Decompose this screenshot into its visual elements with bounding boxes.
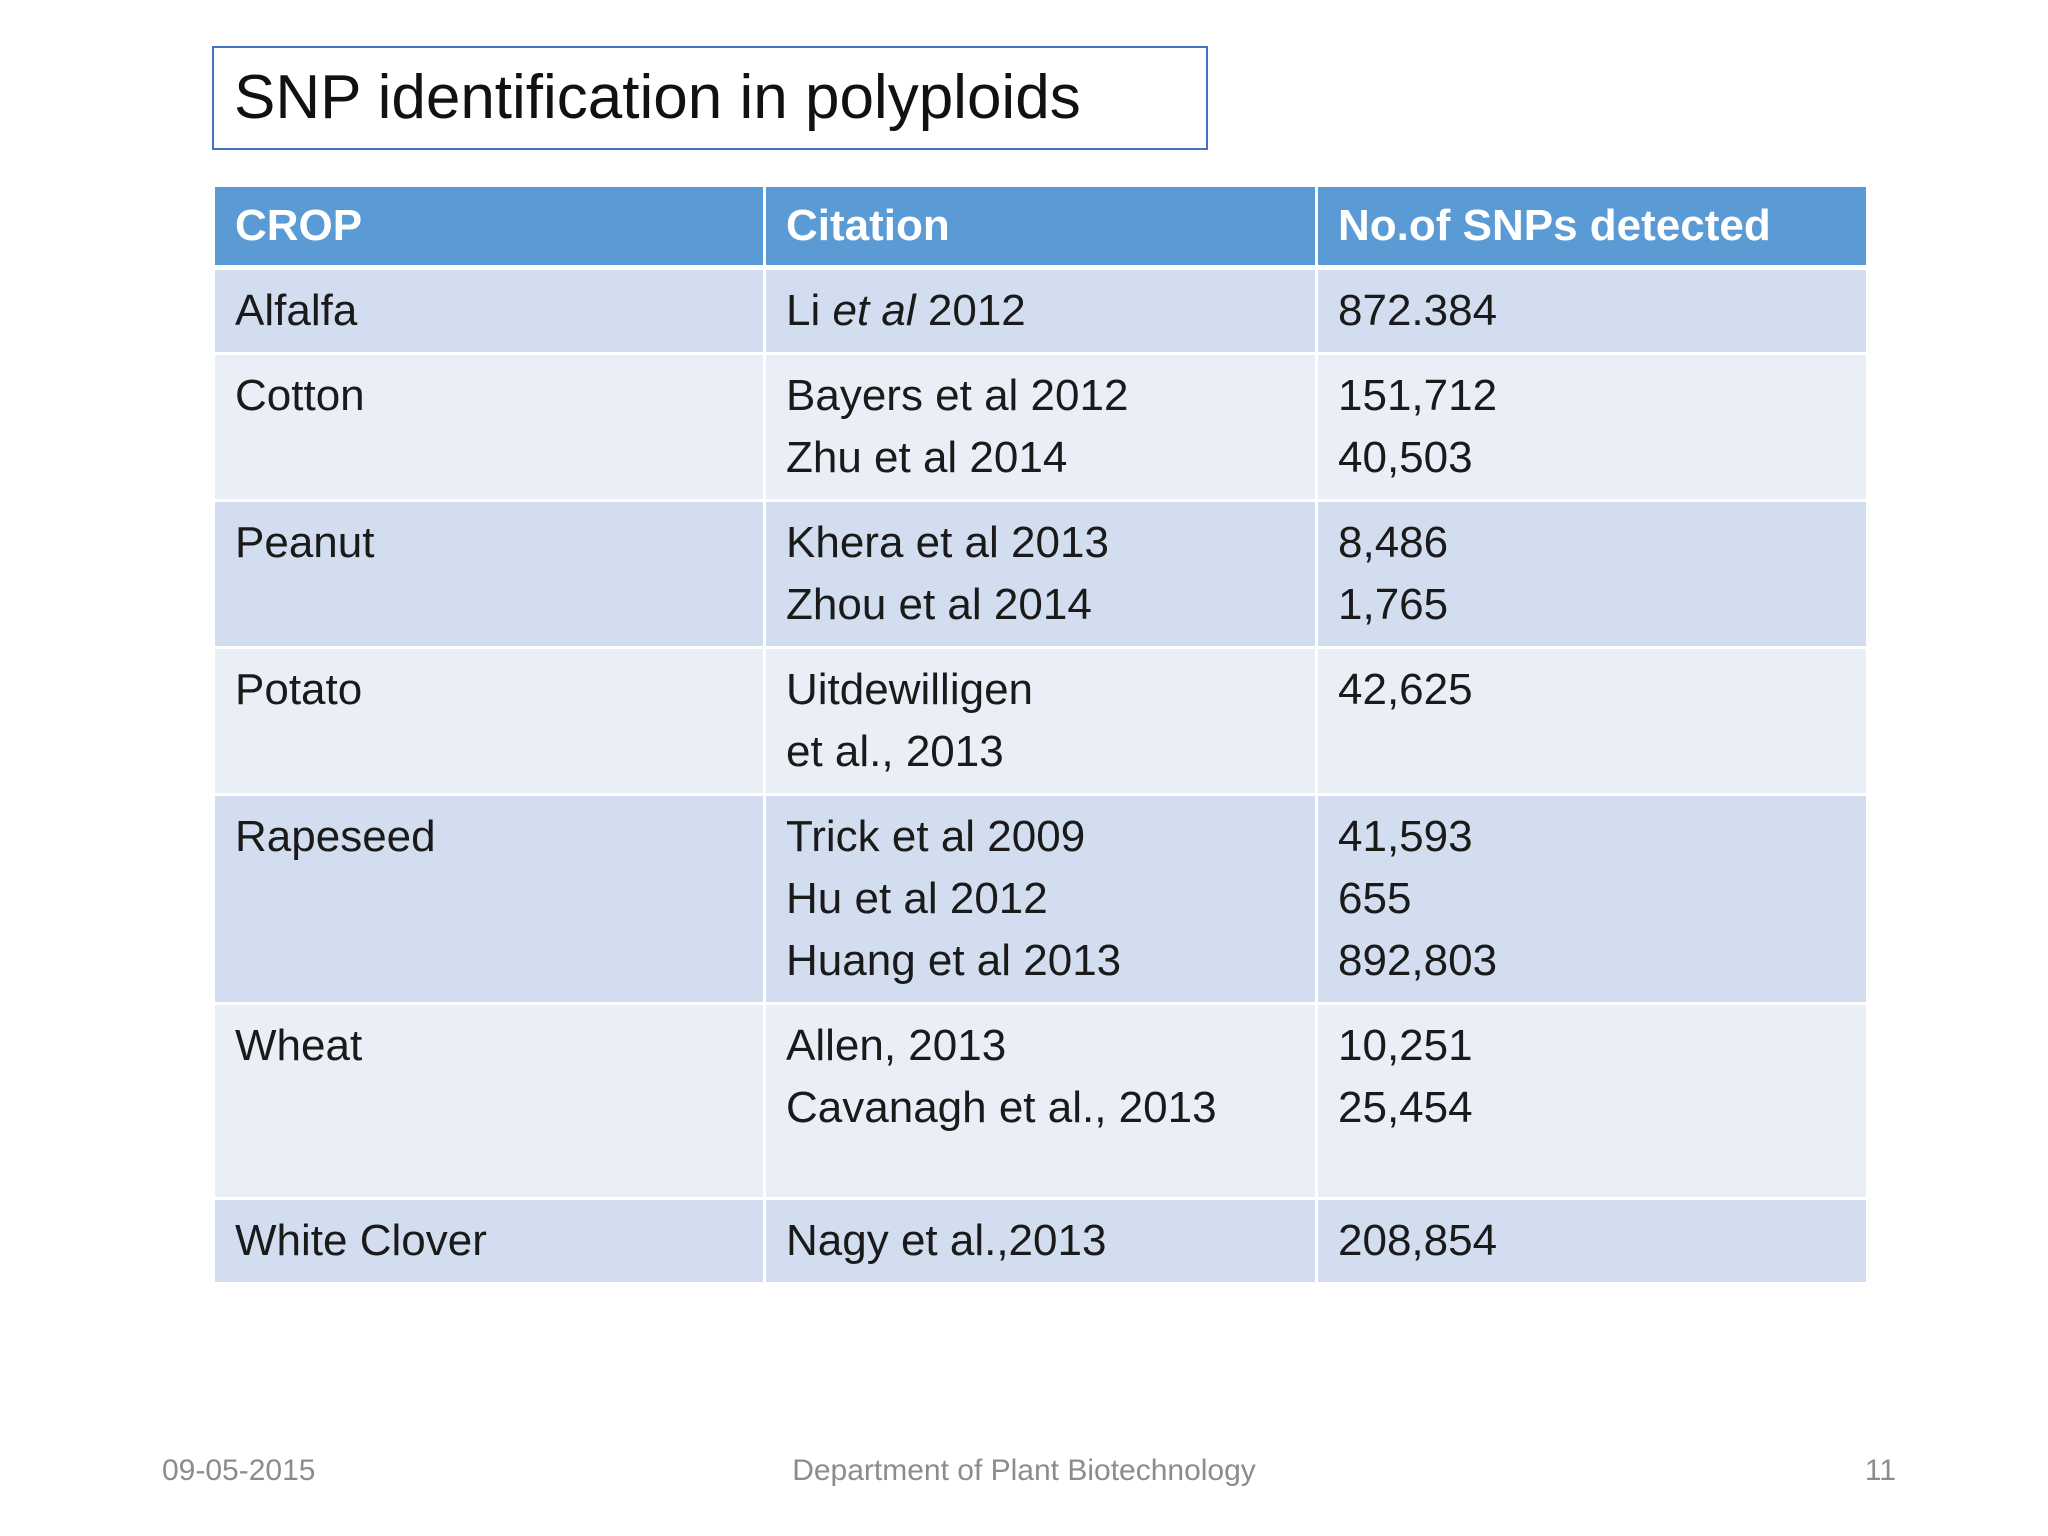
table-row: Potato Uitdewilligen et al., 2013 42,625 — [212, 646, 1869, 796]
crop-cell: White Clover — [212, 1197, 766, 1285]
snp-count: 40,503 — [1338, 433, 1473, 482]
crop-name: Cotton — [235, 371, 365, 420]
citation-pre: Allen, 2013 — [786, 1021, 1007, 1070]
header-snps: No.of SNPs detected — [1315, 184, 1869, 270]
citation-line: Khera et al 2013 — [786, 512, 1315, 574]
header-citation: Citation — [763, 184, 1318, 270]
citation-line: Hu et al 2012 — [786, 868, 1315, 930]
citation-line: Bayers et al 2012 — [786, 365, 1315, 427]
citation-cell: Khera et al 2013 Zhou et al 2014 — [763, 499, 1318, 649]
snp-count: 25,454 — [1338, 1083, 1473, 1132]
citation-cell: Bayers et al 2012 Zhu et al 2014 — [763, 352, 1318, 502]
header-crop: CROP — [212, 184, 766, 270]
citation-cell: Nagy et al.,2013 — [763, 1197, 1318, 1285]
citation-post: 2012 — [915, 286, 1026, 335]
crop-cell: Potato — [212, 646, 766, 796]
footer-department: Department of Plant Biotechnology — [792, 1454, 1256, 1487]
table-row: Wheat Allen, 2013 Cavanagh et al., 2013 10,… — [212, 1002, 1869, 1200]
citation-cell: Uitdewilligen et al., 2013 — [763, 646, 1318, 796]
snp-count-cell: 151,712 40,503 — [1315, 352, 1869, 502]
crop-cell: Rapeseed — [212, 793, 766, 1005]
snp-count: 41,593 — [1338, 812, 1473, 861]
citation-line: Zhu et al 2014 — [786, 427, 1315, 489]
citation-pre: Zhou et al 2014 — [786, 580, 1092, 629]
title-box: SNP identification in polyploids — [212, 46, 1208, 150]
crop-cell: Cotton — [212, 352, 766, 502]
snp-count: 1,765 — [1338, 580, 1449, 629]
citation-cell: Trick et al 2009 Hu et al 2012 Huang et al… — [763, 793, 1318, 1005]
citation-pre: Cavanagh et al., 2013 — [786, 1083, 1217, 1132]
table-row: Cotton Bayers et al 2012 Zhu et al 2014 151… — [212, 352, 1869, 502]
snp-count-cell: 208,854 — [1315, 1197, 1869, 1285]
citation-pre: Hu et al 2012 — [786, 874, 1048, 923]
snp-count-cell: 872.384 — [1315, 266, 1869, 355]
page-number: 11 — [1864, 1454, 1896, 1487]
citation-pre: Uitdewilligen — [786, 665, 1034, 714]
slide-title: SNP identification in polyploids — [234, 63, 1081, 132]
crop-cell: Wheat — [212, 1002, 766, 1200]
snp-count: 151,712 — [1338, 371, 1498, 420]
citation-cell: Li et al 2012 — [763, 266, 1318, 355]
crop-cell: Peanut — [212, 499, 766, 649]
citation-pre: Zhu et al 2014 — [786, 433, 1068, 482]
citation-cell: Allen, 2013 Cavanagh et al., 2013 — [763, 1002, 1318, 1200]
citation-pre: Nagy et al.,2013 — [786, 1216, 1107, 1265]
table-row: Rapeseed Trick et al 2009 Hu et al 2012 Hua… — [212, 793, 1869, 1005]
snp-count: 8,486 — [1338, 518, 1449, 567]
citation-pre: et al., 2013 — [786, 727, 1004, 776]
table-row: Alfalfa Li et al 2012 872.384 — [212, 266, 1869, 355]
snp-count: 655 — [1338, 874, 1412, 923]
crop-name: Wheat — [235, 1021, 363, 1070]
table-body: Alfalfa Li et al 2012 872.384 Cotton Bayers … — [212, 266, 1869, 1285]
citation-line: Huang et al 2013 — [786, 930, 1315, 992]
crop-name: Rapeseed — [235, 812, 436, 861]
footer-date: 09-05-2015 — [162, 1454, 316, 1487]
crop-name: Alfalfa — [235, 286, 358, 335]
snp-count-cell: 8,486 1,765 — [1315, 499, 1869, 649]
crop-name: White Clover — [235, 1216, 487, 1265]
citation-line: Cavanagh et al., 2013 — [786, 1077, 1315, 1139]
snp-count-cell: 42,625 — [1315, 646, 1869, 796]
snp-count-cell: 41,593 655 892,803 — [1315, 793, 1869, 1005]
table-header-row: CROP Citation No.of SNPs detected — [212, 184, 1869, 270]
citation-pre: Bayers et al 2012 — [786, 371, 1129, 420]
crop-name: Potato — [235, 665, 363, 714]
citation-line: Uitdewilligen — [786, 659, 1315, 721]
citation-pre: Khera et al 2013 — [786, 518, 1109, 567]
snp-count: 892,803 — [1338, 936, 1498, 985]
citation-line: et al., 2013 — [786, 721, 1315, 783]
snp-table: CROP Citation No.of SNPs detected Alfalf… — [212, 184, 1869, 1285]
snp-count: 872.384 — [1338, 286, 1498, 335]
citation-italic: et al — [832, 286, 916, 335]
crop-name: Peanut — [235, 518, 375, 567]
citation-line: Allen, 2013 — [786, 1015, 1315, 1077]
citation-pre: Trick et al 2009 — [786, 812, 1086, 861]
snp-count-cell: 10,251 25,454 — [1315, 1002, 1869, 1200]
snp-count: 42,625 — [1338, 665, 1473, 714]
citation-line: Nagy et al.,2013 — [786, 1210, 1315, 1272]
citation-pre: Li — [786, 286, 833, 335]
table-row: White Clover Nagy et al.,2013 208,854 — [212, 1197, 1869, 1285]
citation-line: Trick et al 2009 — [786, 806, 1315, 868]
citation-line: Zhou et al 2014 — [786, 574, 1315, 636]
snp-count: 10,251 — [1338, 1021, 1473, 1070]
citation-line: Li et al 2012 — [786, 280, 1315, 342]
citation-pre: Huang et al 2013 — [786, 936, 1122, 985]
crop-cell: Alfalfa — [212, 266, 766, 355]
table-row: Peanut Khera et al 2013 Zhou et al 2014 8,4… — [212, 499, 1869, 649]
snp-count: 208,854 — [1338, 1216, 1498, 1265]
